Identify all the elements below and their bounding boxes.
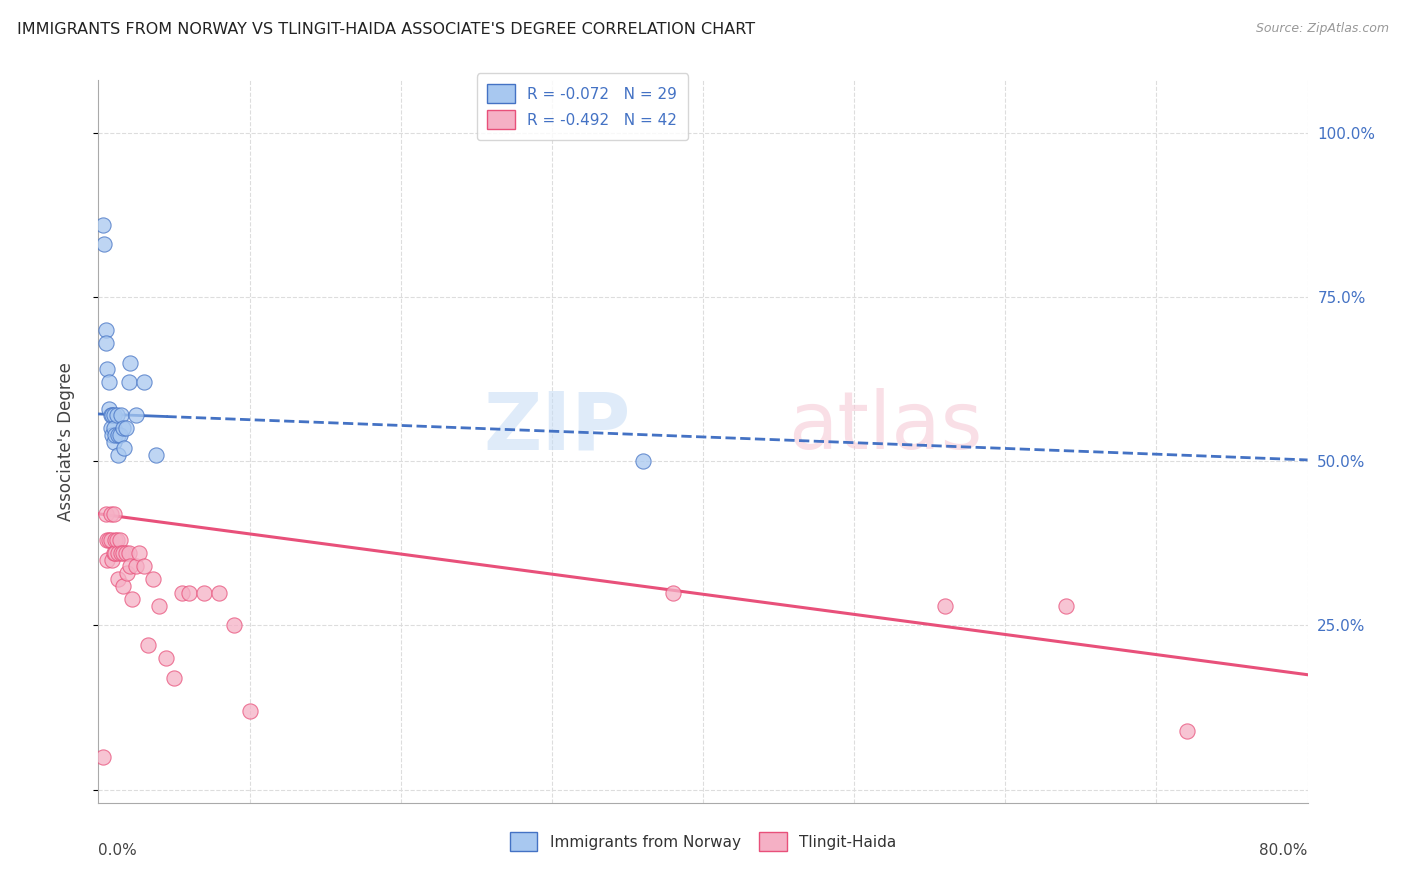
- Point: [98, 401, 121, 416]
- Point: [115, 566, 138, 580]
- Point: [120, 356, 142, 370]
- Point: [125, 559, 148, 574]
- Point: [145, 448, 167, 462]
- Point: [111, 546, 134, 560]
- Point: [107, 448, 129, 462]
- Point: [96, 533, 118, 547]
- Point: [100, 421, 122, 435]
- Point: [98, 533, 121, 547]
- Point: [118, 376, 141, 390]
- Text: Source: ZipAtlas.com: Source: ZipAtlas.com: [1256, 22, 1389, 36]
- Legend: Immigrants from Norway, Tlingit-Haida: Immigrants from Norway, Tlingit-Haida: [501, 823, 905, 860]
- Point: [661, 585, 683, 599]
- Point: [94, 323, 117, 337]
- Point: [98, 376, 121, 390]
- Point: [107, 573, 129, 587]
- Point: [94, 507, 117, 521]
- Point: [108, 428, 131, 442]
- Point: [125, 409, 148, 423]
- Y-axis label: Associate's Degree: Associate's Degree: [56, 362, 75, 521]
- Text: ZIP: ZIP: [484, 388, 630, 467]
- Point: [105, 533, 128, 547]
- Point: [96, 362, 118, 376]
- Point: [91, 749, 114, 764]
- Point: [100, 507, 122, 521]
- Point: [103, 409, 125, 423]
- Point: [120, 559, 142, 574]
- Point: [107, 546, 129, 560]
- Point: [142, 573, 165, 587]
- Point: [170, 585, 193, 599]
- Point: [103, 546, 125, 560]
- Point: [128, 546, 150, 560]
- Text: 80.0%: 80.0%: [1260, 843, 1308, 857]
- Point: [96, 553, 118, 567]
- Point: [148, 599, 170, 613]
- Point: [103, 421, 125, 435]
- Point: [121, 592, 143, 607]
- Point: [101, 409, 124, 423]
- Point: [110, 546, 132, 560]
- Point: [101, 553, 124, 567]
- Point: [163, 671, 186, 685]
- Point: [114, 421, 136, 435]
- Point: [118, 546, 141, 560]
- Point: [224, 618, 246, 632]
- Point: [155, 651, 177, 665]
- Text: atlas: atlas: [787, 388, 981, 467]
- Point: [631, 454, 654, 468]
- Point: [108, 533, 131, 547]
- Text: 0.0%: 0.0%: [98, 843, 138, 857]
- Point: [112, 441, 135, 455]
- Point: [110, 409, 132, 423]
- Point: [136, 638, 159, 652]
- Point: [107, 428, 129, 442]
- Point: [193, 585, 215, 599]
- Point: [104, 428, 127, 442]
- Point: [103, 507, 125, 521]
- Point: [239, 704, 262, 718]
- Point: [208, 585, 231, 599]
- Point: [91, 218, 114, 232]
- Point: [94, 336, 117, 351]
- Text: IMMIGRANTS FROM NORWAY VS TLINGIT-HAIDA ASSOCIATE'S DEGREE CORRELATION CHART: IMMIGRANTS FROM NORWAY VS TLINGIT-HAIDA …: [17, 22, 755, 37]
- Point: [132, 376, 155, 390]
- Point: [111, 579, 134, 593]
- Point: [111, 421, 134, 435]
- Point: [132, 559, 155, 574]
- Point: [104, 533, 127, 547]
- Point: [100, 533, 122, 547]
- Point: [1054, 599, 1077, 613]
- Point: [105, 409, 128, 423]
- Point: [93, 237, 115, 252]
- Point: [104, 546, 127, 560]
- Point: [934, 599, 956, 613]
- Point: [179, 585, 201, 599]
- Point: [101, 428, 124, 442]
- Point: [1175, 723, 1198, 738]
- Point: [100, 409, 122, 423]
- Point: [103, 434, 125, 449]
- Point: [114, 546, 136, 560]
